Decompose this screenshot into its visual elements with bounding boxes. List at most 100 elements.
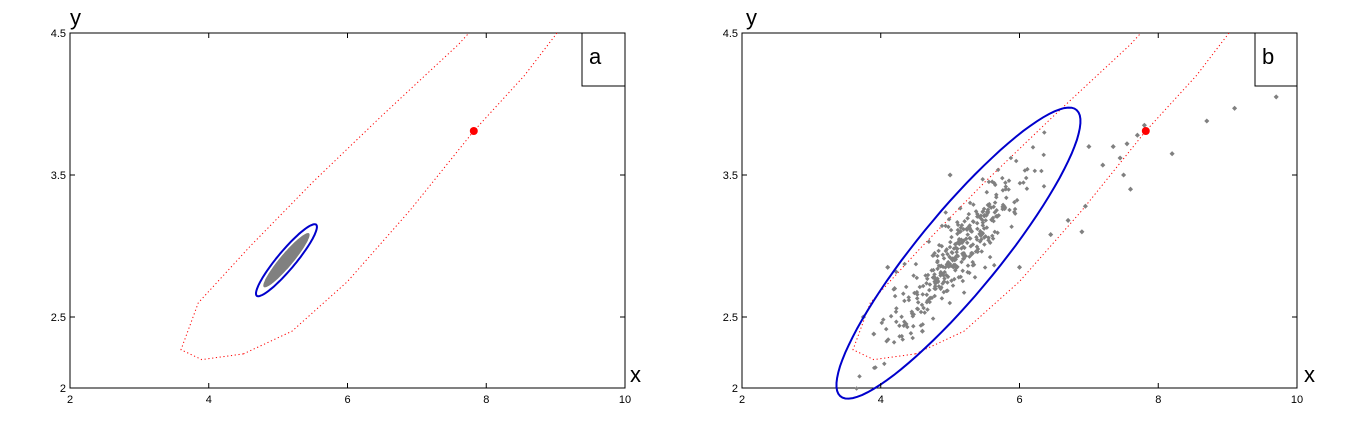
sample-point (914, 289, 920, 295)
sample-point (883, 326, 889, 332)
sample-point (913, 261, 919, 267)
sample-point (881, 317, 886, 322)
outlier-point (871, 331, 877, 337)
outlier-point (1086, 144, 1092, 150)
region-boundary-2 (243, 32, 558, 355)
sample-point (933, 278, 938, 283)
sample-point (897, 334, 902, 339)
x-axis-label-a: x (630, 362, 641, 387)
sample-point (950, 256, 956, 261)
sample-point (1023, 175, 1029, 181)
x-tick-label: 6 (344, 394, 350, 406)
outlier-point (1100, 162, 1106, 168)
y-tick-label: 2.5 (723, 312, 738, 324)
sample-point (925, 276, 930, 282)
y-tick-label: 2 (60, 383, 66, 395)
panel-b: 2 4 6 8 10 2 2.5 3.5 4.5 b y x (723, 5, 1315, 406)
sample-cloud-a (263, 233, 310, 288)
sample-point (894, 319, 899, 325)
sample-point (873, 365, 878, 370)
sample-point (952, 276, 957, 282)
sample-point (959, 259, 964, 265)
sample-point (944, 273, 949, 278)
sample-point (925, 272, 931, 278)
sample-point (960, 268, 965, 274)
sample-point (927, 282, 933, 287)
sample-point (941, 256, 947, 261)
sample-point (917, 284, 923, 290)
sample-point (918, 309, 924, 315)
sample-point (897, 323, 902, 328)
panel-label-a: a (589, 44, 602, 69)
x-tick-label: 10 (619, 394, 631, 406)
sample-point (854, 386, 859, 391)
outlier-point (1079, 229, 1085, 235)
sample-point (893, 309, 899, 315)
y-ticks-a: 2 2.5 3.5 4.5 (51, 28, 625, 395)
y-tick-label: 4.5 (723, 28, 738, 40)
outlier-point (919, 328, 925, 334)
sample-point (885, 337, 891, 342)
x-tick-label: 2 (67, 394, 73, 406)
sample-point (945, 280, 950, 285)
red-point (1141, 127, 1150, 135)
sample-point (926, 296, 932, 302)
sample-cloud-b (854, 130, 1047, 391)
sample-point (902, 261, 907, 267)
sample-point (910, 335, 915, 341)
sample-point (900, 337, 905, 342)
sample-point (1024, 186, 1030, 191)
outlier-point (1082, 203, 1088, 209)
sample-point (965, 263, 971, 268)
ellipse-b (835, 106, 1082, 400)
y-axis-label-b: y (746, 5, 757, 30)
plot-area-a (69, 32, 626, 389)
outlier-point (885, 264, 891, 270)
sample-cloud-fill (263, 233, 310, 288)
confidence-region-b (852, 32, 1230, 361)
x-tick-label: 10 (1291, 394, 1303, 406)
sample-point (953, 268, 958, 273)
sample-point (925, 307, 930, 312)
sample-point (902, 298, 907, 304)
red-point-a (469, 127, 478, 135)
outlier-point (1117, 155, 1123, 161)
sample-point (924, 299, 930, 305)
sample-point (914, 275, 920, 281)
sample-point (891, 340, 897, 345)
sample-point (892, 293, 898, 299)
sample-point (927, 287, 932, 293)
outlier-point (1065, 217, 1071, 223)
red-point-b (1141, 127, 1150, 135)
sample-point (948, 263, 954, 269)
y-tick-label: 3.5 (723, 170, 738, 182)
sample-point (882, 361, 887, 367)
sample-point (938, 286, 943, 292)
sample-point (920, 292, 925, 297)
sample-point (930, 253, 935, 258)
sample-point (991, 262, 997, 268)
sample-point (961, 290, 967, 295)
confidence-region-a (180, 32, 558, 361)
sample-point (906, 297, 912, 303)
sample-point (906, 295, 911, 300)
x-tick-label: 6 (1016, 394, 1022, 406)
x-tick-label: 2 (739, 394, 745, 406)
sample-point (932, 293, 937, 299)
sample-point (911, 323, 916, 329)
x-ticks-b: 2 4 6 8 10 (739, 33, 1303, 406)
sample-point (922, 310, 927, 315)
sample-point (931, 267, 936, 273)
scatter-points-b (860, 94, 1279, 337)
sample-point (935, 258, 940, 264)
sample-point (945, 259, 951, 265)
y-tick-label: 4.5 (51, 28, 66, 40)
x-tick-label: 8 (1155, 394, 1161, 406)
sample-point (909, 311, 915, 316)
sample-point (950, 283, 956, 288)
outlier-point (1169, 151, 1175, 157)
sample-point (924, 281, 929, 286)
region-boundary-1 (180, 32, 470, 361)
sample-point (943, 265, 948, 270)
